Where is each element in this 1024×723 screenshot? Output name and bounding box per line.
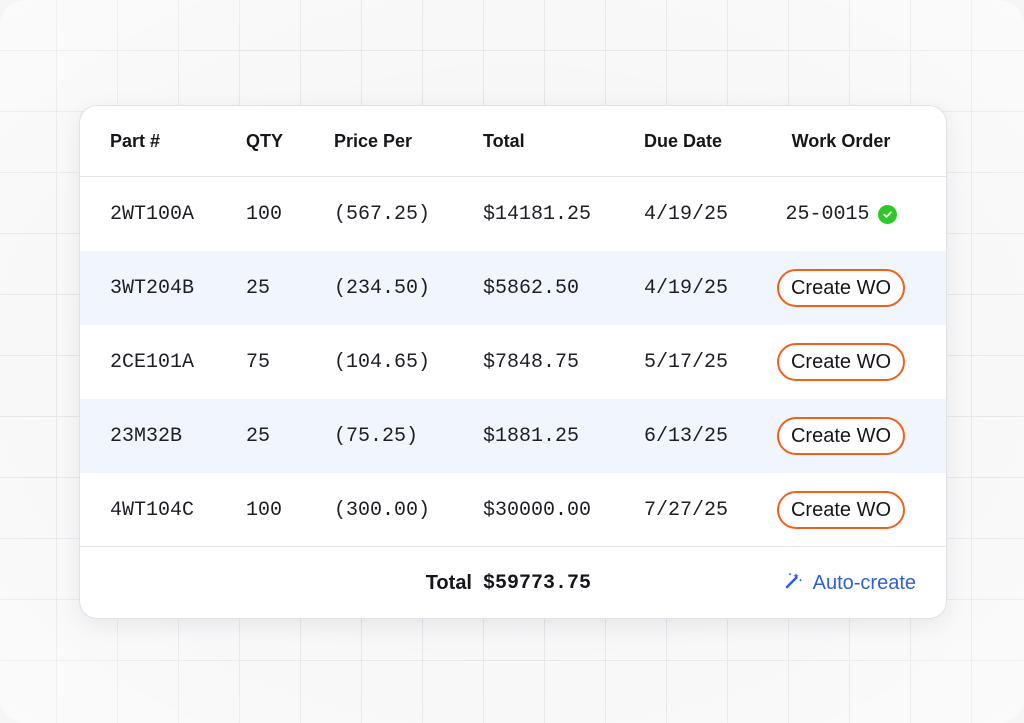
table-row: 3WT204B 25 (234.50) $5862.50 4/19/25 Cre… — [80, 251, 946, 325]
cell-total: $5862.50 — [483, 276, 580, 300]
magic-wand-icon — [784, 570, 804, 596]
table-header: Part # QTY Price Per Total Due Date Work… — [80, 106, 946, 177]
table-row: 2CE101A 75 (104.65) $7848.75 5/17/25 Cre… — [80, 325, 946, 399]
check-circle-icon — [877, 204, 897, 224]
header-work-order: Work Order — [791, 130, 891, 151]
cell-part: 3WT204B — [110, 276, 195, 300]
cell-work-order: 25-0015 — [760, 177, 922, 251]
cell-total: $7848.75 — [483, 350, 580, 374]
cell-total: $30000.00 — [483, 498, 592, 522]
grand-total-label: Total — [425, 571, 472, 594]
create-wo-button[interactable]: Create WO — [776, 343, 906, 381]
cell-qty: 100 — [246, 202, 283, 226]
table-footer: Total $59773.75 Auto-create — [80, 546, 946, 618]
cell-due-date: 6/13/25 — [644, 424, 729, 448]
header-qty: QTY — [246, 130, 284, 151]
table-row: 2WT100A 100 (567.25) $14181.25 4/19/25 2… — [80, 177, 946, 251]
cell-part: 23M32B — [110, 424, 183, 448]
header-due-date: Due Date — [644, 130, 723, 151]
table-row: 4WT104C 100 (300.00) $30000.00 7/27/25 C… — [80, 473, 946, 547]
cell-total: $14181.25 — [483, 202, 592, 226]
auto-create-button[interactable]: Auto-create — [784, 547, 916, 618]
cell-price-per: (567.25) — [334, 202, 431, 226]
header-part: Part # — [110, 130, 161, 151]
grand-total-value: $59773.75 — [483, 571, 592, 595]
cell-qty: 100 — [246, 498, 283, 522]
cell-due-date: 5/17/25 — [644, 350, 729, 374]
header-price-per: Price Per — [334, 130, 413, 151]
cell-price-per: (104.65) — [334, 350, 431, 374]
cell-price-per: (75.25) — [334, 424, 419, 448]
cell-due-date: 4/19/25 — [644, 202, 729, 226]
table-row: 23M32B 25 (75.25) $1881.25 6/13/25 Creat… — [80, 399, 946, 473]
header-total: Total — [483, 130, 525, 151]
cell-work-order: Create WO — [760, 473, 922, 547]
cell-due-date: 4/19/25 — [644, 276, 729, 300]
cell-work-order: Create WO — [760, 251, 922, 325]
cell-total: $1881.25 — [483, 424, 580, 448]
work-order-id: 25-0015 — [785, 202, 870, 226]
cell-qty: 25 — [246, 424, 271, 448]
cell-qty: 75 — [246, 350, 271, 374]
work-order-number[interactable]: 25-0015 — [785, 202, 897, 226]
work-order-table: Part # QTY Price Per Total Due Date Work… — [79, 105, 947, 619]
cell-part: 2WT100A — [110, 202, 195, 226]
auto-create-label: Auto-create — [812, 571, 916, 594]
cell-work-order: Create WO — [760, 399, 922, 473]
cell-due-date: 7/27/25 — [644, 498, 729, 522]
create-wo-button[interactable]: Create WO — [776, 269, 906, 307]
cell-price-per: (234.50) — [334, 276, 431, 300]
create-wo-button[interactable]: Create WO — [776, 417, 906, 455]
create-wo-button[interactable]: Create WO — [776, 491, 906, 529]
cell-qty: 25 — [246, 276, 271, 300]
cell-work-order: Create WO — [760, 325, 922, 399]
cell-price-per: (300.00) — [334, 498, 431, 522]
cell-part: 2CE101A — [110, 350, 195, 374]
cell-part: 4WT104C — [110, 498, 195, 522]
